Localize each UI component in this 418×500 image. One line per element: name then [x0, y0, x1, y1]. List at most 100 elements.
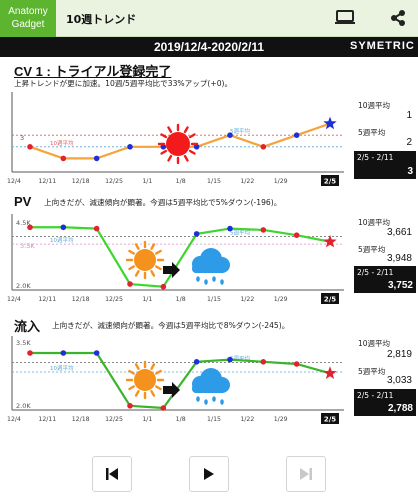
data-point	[27, 224, 33, 231]
data-point	[127, 281, 133, 287]
date-range: 2019/12/4-2020/2/11	[153, 40, 265, 54]
sun-ray	[155, 369, 162, 375]
app-logo[interactable]: Anatomy Gadget	[0, 0, 56, 37]
sun-ray	[155, 385, 162, 391]
current-point-star	[323, 234, 337, 248]
x-tick-label: 12/25	[105, 178, 123, 185]
avg10-label: 10週平均	[50, 364, 74, 372]
x-tick-label: 12/11	[38, 178, 56, 185]
data-point	[193, 144, 200, 150]
x-tick-label: 12/18	[72, 296, 90, 303]
sun-ray	[160, 133, 168, 139]
avg5-title-pv: 5週平均	[358, 245, 386, 254]
x-tick-label: 12/4	[7, 416, 21, 423]
x-tick-label: 12/25	[105, 416, 123, 423]
data-point	[93, 155, 100, 162]
cloud-part	[192, 384, 224, 393]
first-week-button[interactable]	[92, 456, 132, 492]
sun-ray	[128, 265, 135, 271]
current-value-cv: 3	[354, 165, 416, 179]
data-point	[227, 225, 233, 232]
play-button[interactable]	[189, 456, 229, 492]
data-point	[227, 356, 233, 363]
rain-drop	[196, 396, 200, 402]
sun-ray	[134, 363, 140, 370]
x-tick-label: 1/15	[207, 178, 221, 185]
rain-drop	[212, 276, 216, 282]
rain-cloud-icon	[192, 368, 230, 405]
chart-cv: 10週平均 5週平均 3 12/4 12/11 12/18 12/25 1/1 1/8 1/15 1…	[7, 92, 344, 186]
sun-ray	[155, 265, 162, 271]
x-tick-label: 12/4	[7, 178, 21, 185]
cloud-part	[192, 264, 224, 273]
arrow-icon	[163, 262, 180, 278]
rain-cloud-icon	[192, 248, 230, 285]
share-icon[interactable]	[389, 9, 407, 31]
sun-core	[134, 249, 156, 271]
section-title-cv: CV 1 : トライアル登録完了	[14, 64, 172, 79]
sun-ray	[150, 363, 156, 370]
x-tick-label: 1/8	[176, 416, 186, 423]
section-title-pv: PV	[14, 194, 32, 209]
data-point	[193, 359, 200, 365]
x-tick-label: 12/25	[105, 296, 123, 303]
period-label-cv: 2/5 - 2/11	[354, 151, 416, 165]
sun-ray	[183, 126, 189, 134]
sun-ray	[150, 390, 156, 397]
x-tick-label: 2/5	[324, 296, 336, 304]
x-current-label-bg	[321, 175, 339, 186]
data-point	[260, 144, 267, 150]
brand-name: SYMETRIC	[350, 40, 415, 52]
period-label-inflow: 2/5 - 2/11	[354, 389, 416, 403]
avg10-value-cv: 1	[406, 110, 412, 121]
sun-icon	[157, 123, 199, 165]
avg10-title-pv: 10週平均	[358, 218, 391, 227]
last-week-button[interactable]	[286, 456, 326, 492]
data-point	[60, 224, 67, 231]
sun-ray	[134, 243, 140, 250]
data-point	[293, 232, 300, 238]
data-point	[93, 350, 100, 356]
data-point	[260, 227, 267, 233]
x-tick-label: 1/29	[274, 296, 288, 303]
x-tick-label: 1/29	[274, 178, 288, 185]
ref-label: 3.5K	[20, 242, 35, 250]
x-tick-label: 1/8	[176, 296, 186, 303]
logo-line2: Gadget	[11, 19, 45, 30]
section-note-inflow: 上向きだが、減速傾向が顕著。今週は5週平均比で8%ダウン(-245)。	[52, 321, 290, 330]
x-tick-label: 1/1	[142, 296, 152, 303]
current-value-inflow: 2,788	[354, 402, 416, 416]
rain-drop	[204, 399, 208, 405]
avg10-label: 10週平均	[50, 236, 74, 244]
x-tick-label: 1/22	[240, 416, 254, 423]
sun-ray	[160, 149, 168, 155]
sun-ray	[150, 243, 156, 250]
current-value-pv: 3,752	[354, 279, 416, 293]
skip-back-icon	[106, 468, 118, 480]
avg10-label: 10週平均	[50, 139, 74, 147]
screen-title: 10週トレンド	[66, 13, 137, 26]
x-tick-label: 12/18	[72, 416, 90, 423]
skip-forward-icon	[300, 468, 312, 480]
sun-ray	[188, 133, 196, 139]
current-point-star	[323, 116, 337, 130]
date-bar	[0, 37, 418, 57]
chart-inflow: 3.5K 2.0K 10週平均 5週平均 12/4 12/11 12/18 12/25 1/1 1…	[7, 336, 344, 424]
rain-drop	[220, 279, 224, 285]
chart-pv: 4.5K 2.0K 10週平均 5週平均 3.5K 12/4 12/11 12/18 12/25…	[7, 214, 344, 304]
avg5-label: 5週平均	[230, 229, 250, 237]
x-tick-label: 1/1	[142, 178, 152, 185]
data-point	[127, 403, 133, 409]
x-tick-label: 2/5	[324, 178, 336, 186]
data-point	[160, 144, 167, 150]
data-point	[160, 283, 167, 290]
y-bottom-label: 2.0K	[16, 282, 31, 290]
series-line	[30, 226, 331, 288]
y-bottom-label: 2.0K	[16, 402, 31, 410]
tv-icon[interactable]	[335, 10, 355, 30]
sun-ray	[134, 270, 140, 277]
current-point-star	[323, 366, 337, 379]
series-line	[30, 351, 331, 410]
x-tick-label: 1/29	[274, 416, 288, 423]
sun-ray	[150, 270, 156, 277]
